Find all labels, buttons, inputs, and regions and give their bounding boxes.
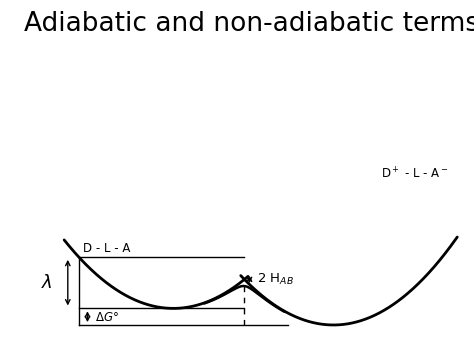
Text: 2 H$_{\mathit{AB}}$: 2 H$_{\mathit{AB}}$ — [257, 272, 293, 287]
Text: λ: λ — [42, 274, 53, 292]
Text: D - L - A: D - L - A — [83, 242, 130, 255]
Text: D$^+$ - L - A$^-$: D$^+$ - L - A$^-$ — [381, 166, 448, 181]
Text: Adiabatic and non-adiabatic terms.: Adiabatic and non-adiabatic terms. — [24, 11, 474, 37]
Text: $\Delta G°$: $\Delta G°$ — [95, 311, 118, 324]
